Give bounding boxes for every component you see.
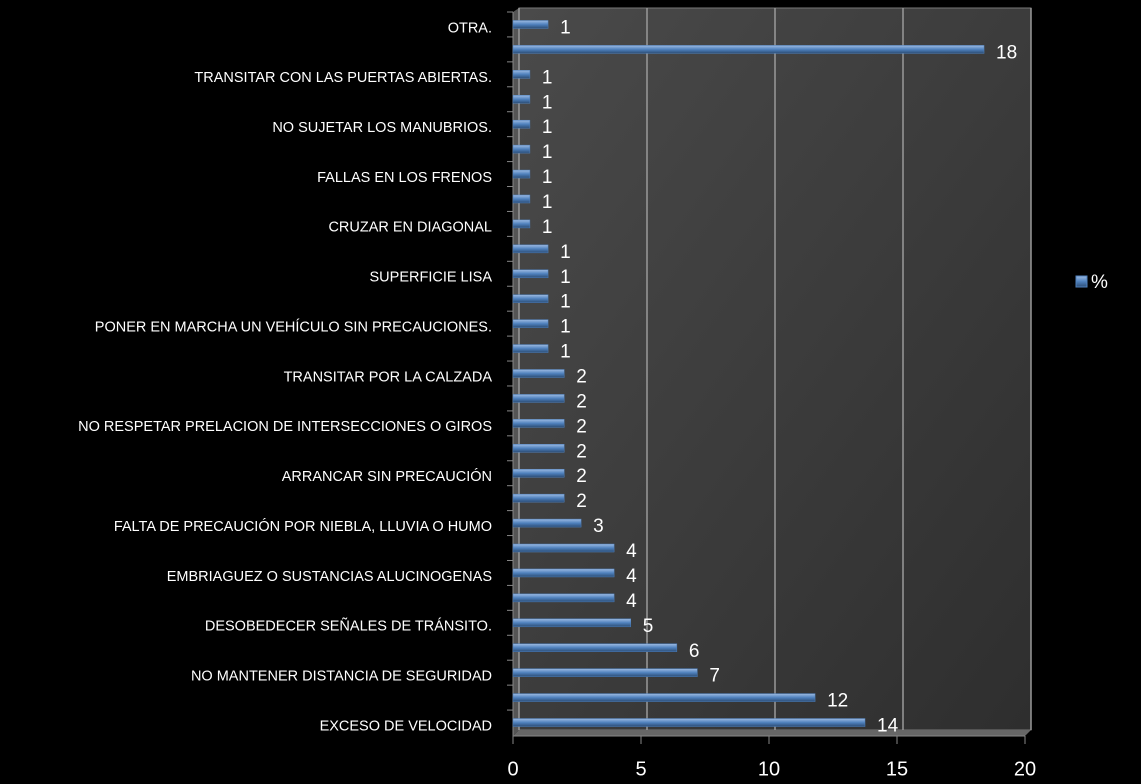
data-label: 1 <box>542 92 553 113</box>
y-tick-label: PONER EN MARCHA UN VEHÍCULO SIN PRECAUCI… <box>95 318 492 335</box>
data-label: 2 <box>576 367 587 388</box>
bar <box>512 319 549 328</box>
bar <box>512 618 632 628</box>
y-tick-label: SUPERFICIE LISA <box>370 270 493 286</box>
data-label: 5 <box>643 616 654 637</box>
data-label: 1 <box>560 17 571 38</box>
data-label: 6 <box>689 641 700 662</box>
legend-label: % <box>1091 272 1108 293</box>
bar <box>512 244 549 254</box>
bar <box>512 169 531 179</box>
y-tick-label: EMBRIAGUEZ O SUSTANCIAS ALUCINOGENAS <box>167 569 492 585</box>
bar <box>512 20 549 29</box>
floor <box>513 730 1031 736</box>
data-label: 4 <box>626 566 637 587</box>
bar <box>512 369 565 378</box>
y-tick-label: TRANSITAR POR LA CALZADA <box>284 369 493 385</box>
bar <box>512 643 678 652</box>
bar <box>512 543 615 553</box>
bar <box>512 693 816 702</box>
data-label: 2 <box>576 441 587 462</box>
bar <box>512 419 565 428</box>
bar <box>512 269 549 279</box>
data-label: 1 <box>542 67 553 88</box>
bar <box>512 668 698 677</box>
y-tick-label: CRUZAR EN DIAGONAL <box>328 220 492 236</box>
data-label: 1 <box>542 217 553 238</box>
data-label: 1 <box>560 292 571 313</box>
bar <box>512 394 565 403</box>
legend-swatch <box>1075 275 1088 288</box>
bar <box>512 493 565 503</box>
data-label: 1 <box>560 317 571 338</box>
data-label: 1 <box>560 242 571 263</box>
y-tick-label: TRANSITAR CON LAS PUERTAS ABIERTAS. <box>194 70 492 86</box>
y-tick-label: NO MANTENER DISTANCIA DE SEGURIDAD <box>191 669 492 685</box>
data-label: 2 <box>576 491 587 512</box>
bar <box>512 593 615 603</box>
data-label: 2 <box>576 391 587 412</box>
data-label: 14 <box>877 716 899 737</box>
data-label: 4 <box>626 541 637 562</box>
data-label: 1 <box>560 342 571 363</box>
bar <box>512 444 565 453</box>
data-label: 12 <box>827 691 848 712</box>
y-tick-label: DESOBEDECER SEÑALES DE TRÁNSITO. <box>205 618 492 635</box>
y-tick-label: FALLAS EN LOS FRENOS <box>317 170 492 186</box>
bar <box>512 219 531 229</box>
bar <box>512 294 549 303</box>
y-tick-label: OTRA. <box>448 20 492 36</box>
y-tick-label: NO SUJETAR LOS MANUBRIOS. <box>272 120 492 136</box>
bar <box>512 468 565 478</box>
bar <box>512 518 582 528</box>
bar <box>512 344 549 353</box>
data-label: 2 <box>576 416 587 437</box>
bar <box>512 95 531 104</box>
data-label: 3 <box>593 516 604 537</box>
bar <box>512 119 531 129</box>
data-label: 2 <box>576 466 587 487</box>
x-tick-label: 0 <box>507 758 518 780</box>
data-label: 1 <box>542 167 553 188</box>
bar <box>512 144 531 154</box>
data-label: 18 <box>996 42 1017 63</box>
x-tick-label: 20 <box>1014 758 1036 780</box>
y-tick-label: NO RESPETAR PRELACION DE INTERSECCIONES … <box>78 419 492 435</box>
data-label: 1 <box>542 142 553 163</box>
x-tick-label: 10 <box>758 758 780 780</box>
data-label: 1 <box>542 192 553 213</box>
data-label: 1 <box>560 267 571 288</box>
data-label: 4 <box>626 591 637 612</box>
y-tick-label: EXCESO DE VELOCIDAD <box>320 718 492 734</box>
bar <box>512 70 531 79</box>
data-label: 1 <box>542 117 553 138</box>
data-label: 7 <box>709 666 720 687</box>
x-tick-label: 15 <box>886 758 908 780</box>
bar <box>512 45 985 54</box>
bar <box>512 568 615 578</box>
y-tick-label: FALTA DE PRECAUCIÓN POR NIEBLA, LLUVIA O… <box>114 518 492 535</box>
bar <box>512 718 866 727</box>
x-tick-label: 5 <box>635 758 646 780</box>
bar <box>512 194 531 204</box>
y-tick-label: ARRANCAR SIN PRECAUCIÓN <box>282 468 492 485</box>
